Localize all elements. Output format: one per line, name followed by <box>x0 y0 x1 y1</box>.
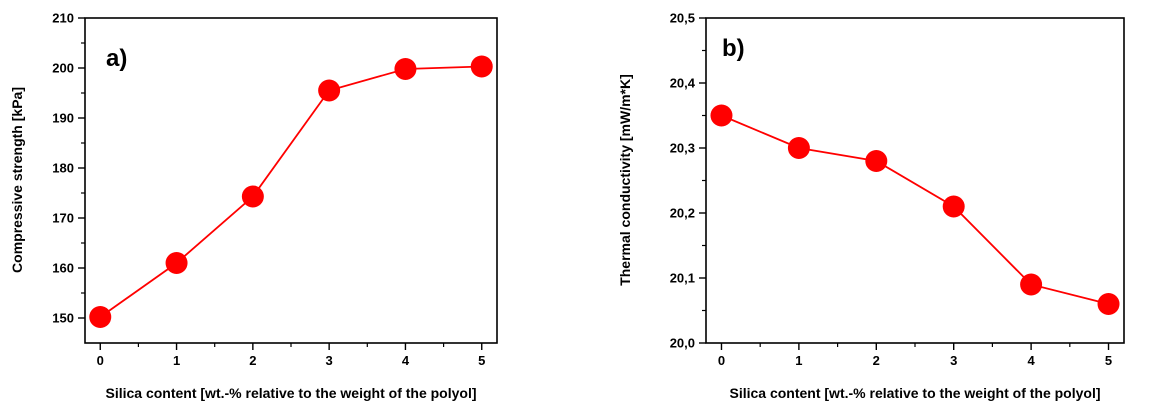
data-point-a-5 <box>470 55 493 78</box>
y-axis-title-a: Compressive strength [kPa] <box>9 87 25 273</box>
data-point-a-3 <box>318 79 341 102</box>
x-tick-label-a-1: 1 <box>173 353 180 368</box>
data-point-b-5 <box>1097 293 1120 315</box>
y-tick-label-a-2: 170 <box>52 211 74 226</box>
x-tick-label-a-0: 0 <box>97 353 104 368</box>
series-line-b-0 <box>721 114 1109 305</box>
data-point-a-4 <box>394 58 417 80</box>
x-tick-label-b-1: 1 <box>795 353 802 368</box>
data-point-a-2 <box>241 185 264 208</box>
y-tick-label-a-5: 200 <box>52 61 74 76</box>
x-tick-label-b-4: 4 <box>1027 353 1035 368</box>
x-tick-label-b-2: 2 <box>873 353 880 368</box>
x-tick-label-a-5: 5 <box>478 353 485 368</box>
x-tick-label-a-3: 3 <box>326 353 333 368</box>
data-point-a-1 <box>165 252 188 274</box>
y-tick-label-b-4: 20,4 <box>670 76 696 91</box>
y-tick-label-a-3: 180 <box>52 161 74 176</box>
y-tick-label-b-0: 20,0 <box>670 336 695 351</box>
y-tick-label-a-0: 150 <box>52 311 74 326</box>
x-axis-title-a: Silica content [wt.-% relative to the we… <box>105 385 476 401</box>
x-tick-label-a-4: 4 <box>402 353 410 368</box>
series-line-a-0 <box>99 65 482 318</box>
x-tick-label-b-5: 5 <box>1105 353 1112 368</box>
y-tick-label-a-6: 210 <box>52 11 74 26</box>
data-point-b-0 <box>710 104 733 127</box>
y-tick-label-b-1: 20,1 <box>670 271 695 286</box>
panel-label-b: b) <box>722 35 745 62</box>
data-point-b-1 <box>787 137 810 159</box>
data-point-a-0 <box>89 306 112 328</box>
y-tick-label-b-5: 20,5 <box>670 11 695 26</box>
data-point-b-4 <box>1020 273 1043 296</box>
x-axis-title-b: Silica content [wt.-% relative to the we… <box>729 385 1100 401</box>
plot-frame-a <box>84 17 498 344</box>
x-tick-label-a-2: 2 <box>249 353 256 368</box>
y-tick-label-a-4: 190 <box>52 111 74 126</box>
data-point-b-3 <box>942 195 965 218</box>
y-tick-label-b-3: 20,3 <box>670 141 695 156</box>
data-point-b-2 <box>865 150 888 172</box>
y-axis-title-b: Thermal conductivity [mW/m*K] <box>617 74 633 286</box>
x-tick-label-b-3: 3 <box>950 353 957 368</box>
y-tick-label-a-1: 160 <box>52 261 74 276</box>
y-tick-label-b-2: 20,2 <box>670 206 695 221</box>
panel-label-a: a) <box>106 45 127 72</box>
plot-frame-b <box>705 17 1125 344</box>
x-tick-label-b-0: 0 <box>718 353 725 368</box>
